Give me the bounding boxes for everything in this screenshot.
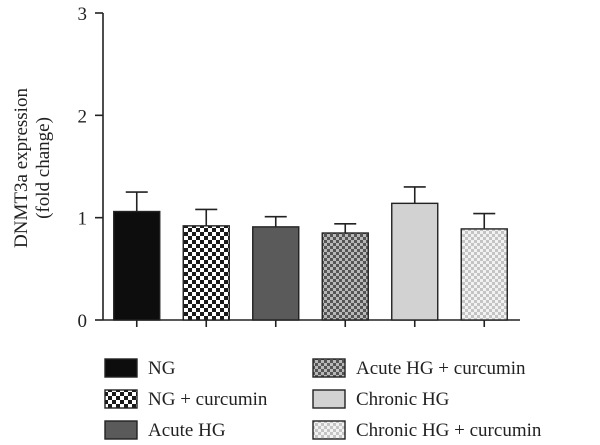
- bar-acute-hg-curcumin: [321, 232, 369, 321]
- bar-ng: [113, 210, 161, 321]
- legend-swatch: [104, 358, 138, 378]
- y-tick-label: 2: [78, 106, 88, 127]
- legend-swatch: [312, 420, 346, 440]
- y-tick-label: 1: [78, 209, 88, 230]
- legend-swatch: [312, 389, 346, 409]
- y-tick-label: 3: [78, 4, 88, 25]
- bar-acute-hg: [252, 226, 300, 321]
- legend-label: Chronic HG + curcumin: [356, 420, 542, 441]
- legend-label: Chronic HG: [356, 389, 450, 410]
- bars: [113, 186, 508, 321]
- y-axis-label: DNMT3a expression (fold change): [11, 88, 54, 248]
- legend-label: Acute HG: [148, 420, 226, 441]
- legend-swatch: [104, 389, 138, 409]
- y-axis-label-line-2: (fold change): [33, 117, 54, 219]
- bar-chronic-hg: [391, 202, 439, 321]
- legend-swatch: [312, 358, 346, 378]
- legend-label: Acute HG + curcumin: [356, 358, 526, 379]
- x-axis: [103, 319, 520, 327]
- bar-ng-curcumin: [182, 225, 230, 321]
- legend-label: NG: [148, 358, 176, 379]
- legend-label: NG + curcumin: [148, 389, 268, 410]
- legend: NG NG + curcumin Acute HG Acute HG + curcum…: [104, 358, 542, 441]
- bar-chronic-hg-curcumin: [460, 228, 508, 321]
- y-tick-label: 0: [78, 311, 88, 332]
- legend-swatch: [104, 420, 138, 440]
- y-axis: 0 1 2 3: [78, 4, 104, 332]
- y-axis-label-line-1: DNMT3a expression: [11, 88, 32, 248]
